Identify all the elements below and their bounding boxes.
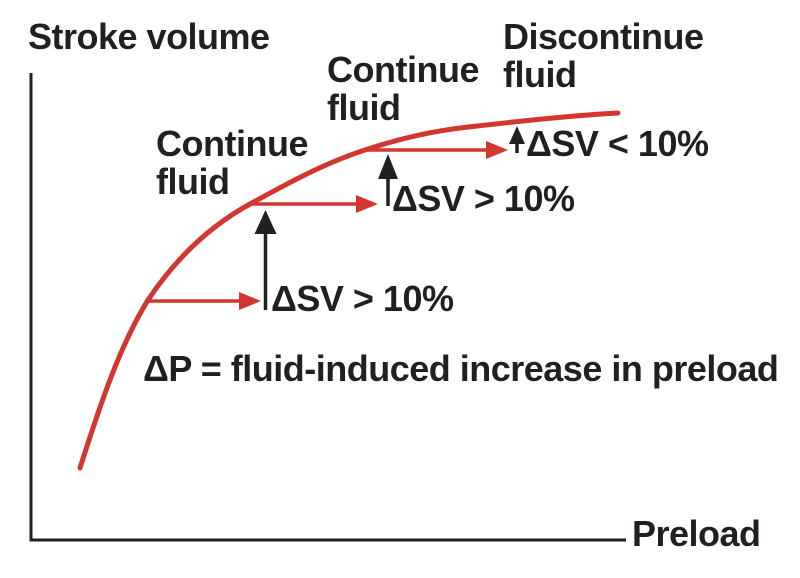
delta-sv-result-1: ΔSV > 10% [271, 278, 454, 319]
decision-label-line2: fluid [503, 54, 577, 95]
decision-label-discontinue-fluid: Discontinue fluid [503, 18, 704, 94]
decision-label-line1: Discontinue [503, 16, 704, 57]
preload-increase-arrow-2 [250, 195, 378, 213]
decision-label-continue-fluid-1: Continue fluid [156, 125, 308, 201]
delta-sv-result-3: ΔSV < 10% [526, 123, 709, 164]
decision-label-continue-fluid-2: Continue fluid [327, 51, 479, 127]
delta-sv-result-2: ΔSV > 10% [392, 178, 575, 219]
stroke-volume-curve [77, 110, 621, 471]
preload-increase-arrow-3 [365, 141, 508, 159]
y-axis-label: Stroke volume [28, 16, 270, 57]
preload-increase-arrow-1 [148, 292, 261, 310]
decision-label-line2: fluid [156, 161, 230, 202]
stroke-volume-increase-arrow-3 [509, 126, 525, 153]
decision-label-line1: Continue [156, 123, 308, 164]
delta-p-definition-note: ΔP = fluid-induced increase in preload [143, 348, 779, 389]
decision-label-line2: fluid [327, 87, 401, 128]
x-axis-label: Preload [632, 513, 761, 554]
decision-label-line1: Continue [327, 49, 479, 90]
stroke-volume-increase-arrow-2 [378, 154, 398, 206]
stroke-volume-increase-arrow-1 [254, 210, 277, 310]
